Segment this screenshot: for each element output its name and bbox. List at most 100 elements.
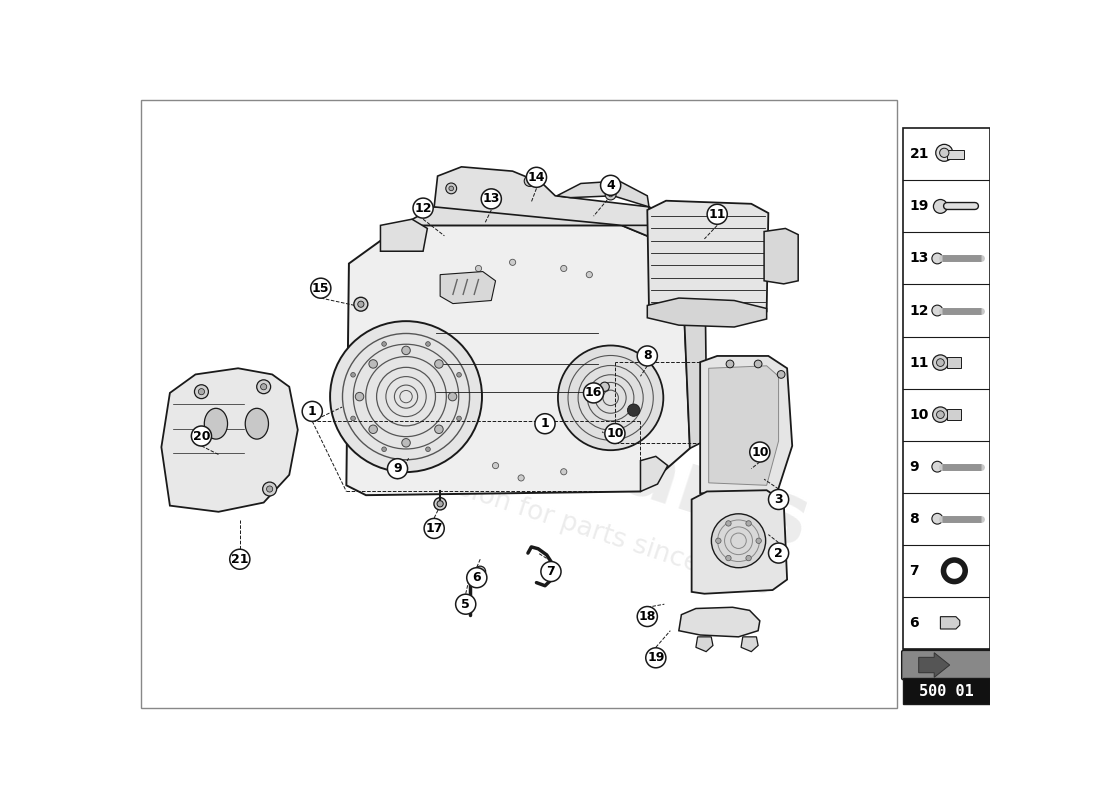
Bar [947, 410, 960, 420]
Circle shape [939, 148, 949, 158]
Circle shape [716, 538, 722, 543]
Circle shape [712, 514, 766, 568]
Circle shape [746, 521, 751, 526]
Polygon shape [700, 356, 792, 494]
Circle shape [191, 426, 211, 446]
Polygon shape [557, 181, 649, 207]
Text: 3: 3 [774, 493, 783, 506]
Text: 21: 21 [910, 147, 928, 162]
Circle shape [755, 360, 762, 368]
Circle shape [601, 175, 620, 195]
Polygon shape [918, 653, 949, 678]
Circle shape [402, 438, 410, 447]
Text: 18: 18 [639, 610, 656, 623]
Circle shape [707, 204, 727, 224]
Circle shape [541, 562, 561, 582]
Text: a passion for parts since 1985: a passion for parts since 1985 [387, 454, 774, 601]
Circle shape [518, 475, 525, 481]
Circle shape [426, 447, 430, 451]
Text: 500 01: 500 01 [920, 684, 974, 698]
Ellipse shape [245, 408, 268, 439]
Circle shape [263, 482, 276, 496]
Circle shape [769, 543, 789, 563]
Circle shape [310, 278, 331, 298]
Text: 12: 12 [415, 202, 432, 214]
Circle shape [455, 594, 476, 614]
Text: 1: 1 [308, 405, 317, 418]
Circle shape [402, 346, 410, 354]
Circle shape [412, 198, 433, 218]
Polygon shape [346, 226, 690, 495]
Text: 13: 13 [483, 192, 500, 206]
Circle shape [608, 192, 613, 197]
Text: 6: 6 [473, 571, 481, 584]
Circle shape [382, 447, 386, 451]
Circle shape [933, 355, 948, 370]
Circle shape [932, 514, 943, 524]
Circle shape [936, 410, 944, 418]
Circle shape [932, 462, 943, 472]
Circle shape [434, 360, 443, 368]
Circle shape [358, 301, 364, 307]
Text: 20: 20 [192, 430, 210, 442]
Bar [903, 678, 990, 704]
Polygon shape [692, 490, 788, 594]
Polygon shape [440, 271, 495, 303]
Text: 9: 9 [393, 462, 402, 475]
Circle shape [726, 521, 732, 526]
Circle shape [456, 373, 461, 377]
Bar [947, 150, 964, 159]
Circle shape [778, 370, 785, 378]
Circle shape [351, 416, 355, 421]
Text: 21: 21 [231, 553, 249, 566]
Circle shape [354, 298, 367, 311]
Circle shape [525, 176, 535, 186]
Text: europarts: europarts [341, 340, 821, 566]
Circle shape [449, 186, 453, 190]
Text: 17: 17 [426, 522, 443, 535]
Polygon shape [402, 207, 704, 250]
Polygon shape [764, 229, 799, 284]
Polygon shape [647, 201, 768, 319]
Circle shape [198, 389, 205, 394]
Circle shape [561, 469, 566, 475]
Circle shape [932, 305, 943, 316]
Circle shape [449, 392, 456, 401]
Text: 13: 13 [910, 251, 928, 266]
Text: 7: 7 [910, 564, 918, 578]
Text: 4: 4 [606, 179, 615, 192]
Circle shape [637, 606, 658, 626]
Text: 16: 16 [585, 386, 603, 399]
Polygon shape [679, 607, 760, 637]
Circle shape [605, 189, 616, 200]
Circle shape [646, 648, 666, 668]
Polygon shape [434, 167, 649, 226]
Text: 2: 2 [774, 546, 783, 559]
Text: 10: 10 [751, 446, 769, 458]
Text: 10: 10 [910, 408, 928, 422]
Circle shape [493, 462, 498, 469]
Polygon shape [640, 456, 668, 491]
Circle shape [750, 442, 770, 462]
Circle shape [433, 498, 447, 510]
Bar [142, 100, 896, 708]
Circle shape [230, 550, 250, 570]
Circle shape [437, 501, 443, 507]
Circle shape [933, 407, 948, 422]
Circle shape [527, 178, 532, 183]
Circle shape [627, 404, 640, 416]
Circle shape [266, 486, 273, 492]
Circle shape [330, 321, 482, 472]
Circle shape [434, 425, 443, 434]
Text: 7: 7 [547, 565, 556, 578]
Circle shape [425, 518, 444, 538]
Text: 6: 6 [910, 616, 918, 630]
Text: 19: 19 [647, 651, 664, 664]
Circle shape [475, 566, 485, 577]
Polygon shape [681, 233, 707, 448]
Circle shape [368, 360, 377, 368]
Circle shape [746, 555, 751, 561]
Circle shape [351, 373, 355, 377]
Circle shape [947, 564, 961, 578]
Text: 9: 9 [910, 460, 918, 474]
